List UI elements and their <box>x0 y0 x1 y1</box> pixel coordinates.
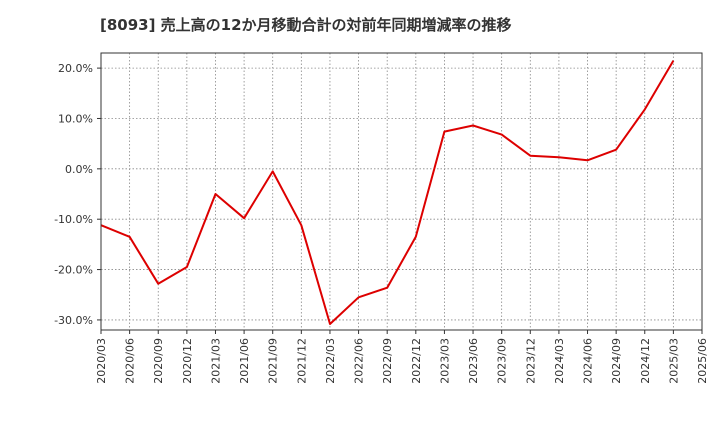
x-tick-label: 2022/03 <box>324 338 337 384</box>
x-tick-label: 2020/06 <box>124 338 137 384</box>
x-tick-label: 2023/06 <box>467 338 480 384</box>
x-tick-label: 2022/06 <box>353 338 366 384</box>
x-tick-label: 2024/09 <box>610 338 623 384</box>
x-tick-label: 2020/03 <box>95 338 108 384</box>
y-tick-label: -10.0% <box>54 213 93 226</box>
y-tick-label: 20.0% <box>58 62 93 75</box>
y-tick-label: 10.0% <box>58 112 93 125</box>
x-tick-label: 2024/06 <box>582 338 595 384</box>
y-axis-ticks: 20.0% 10.0% 0.0% -10.0% -20.0% -30.0% <box>54 62 101 327</box>
y-tick-label: -30.0% <box>54 314 93 327</box>
x-tick-label: 2023/09 <box>496 338 509 384</box>
x-tick-label: 2025/03 <box>667 338 680 384</box>
x-tick-label: 2021/03 <box>209 338 222 384</box>
series-line <box>100 60 675 325</box>
x-tick-label: 2020/09 <box>152 338 165 384</box>
x-tick-label: 2021/06 <box>238 338 251 384</box>
series-layer <box>100 60 675 325</box>
x-tick-label: 2023/12 <box>524 338 537 384</box>
x-tick-label: 2022/09 <box>381 338 394 384</box>
grid-lines <box>100 53 703 330</box>
x-tick-label: 2021/12 <box>295 338 308 384</box>
x-tick-label: 2021/09 <box>267 338 280 384</box>
chart-title: [8093] 売上高の12か月移動合計の対前年同期増減率の推移 <box>100 16 512 34</box>
x-tick-label: 2022/12 <box>410 338 423 384</box>
y-tick-label: 0.0% <box>65 163 93 176</box>
plot-frame <box>100 52 703 331</box>
y-tick-label: -20.0% <box>54 264 93 277</box>
x-tick-label: 2024/12 <box>639 338 652 384</box>
x-axis-ticks: 2020/03 2020/06 2020/09 2020/12 2021/03 2021/… <box>95 330 709 384</box>
x-tick-label: 2020/12 <box>181 338 194 384</box>
x-tick-label: 2023/03 <box>438 338 451 384</box>
x-tick-label: 2024/03 <box>553 338 566 384</box>
x-tick-label: 2025/06 <box>696 338 709 384</box>
